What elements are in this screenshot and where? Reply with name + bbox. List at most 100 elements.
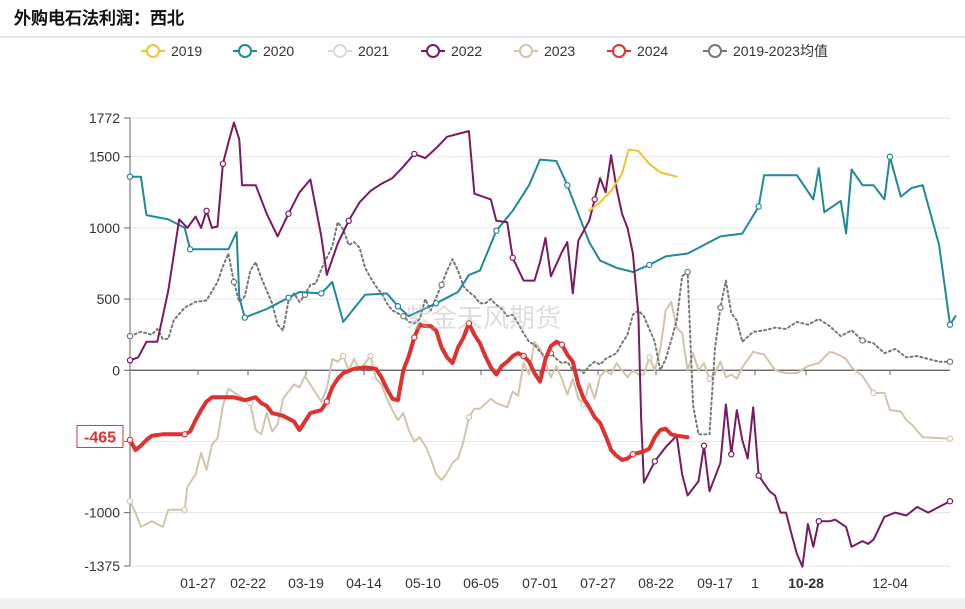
legend-item-2021[interactable]: 2021 <box>328 43 389 59</box>
legend-marker <box>238 44 252 58</box>
legend-item-2022[interactable]: 2022 <box>421 43 482 59</box>
series-marker-2022 <box>815 518 823 525</box>
series-marker-2022 <box>591 196 598 203</box>
legend-item-2020[interactable]: 2020 <box>233 43 294 59</box>
series-marker-2023 <box>706 375 713 382</box>
x-tick-label-highlight: 10-28 <box>788 575 824 591</box>
series-marker-2022 <box>219 160 227 167</box>
series-marker-2023 <box>465 414 473 421</box>
legend-label: 2023 <box>544 43 575 59</box>
series-marker-2020 <box>564 181 571 189</box>
x-axis: 01-27 02-22 03-19 04-14 05-10 06-05 07-01 07-27… <box>180 370 908 591</box>
series-marker-2020 <box>432 300 440 307</box>
y-tick-label: -1375 <box>84 558 120 574</box>
bottom-band <box>0 598 965 609</box>
series-marker-2019-2023均值 <box>400 313 407 320</box>
legend-label: 2024 <box>637 43 668 59</box>
legend-label: 2021 <box>358 43 389 59</box>
y-tick-label: 1500 <box>89 149 120 165</box>
y-tick-label: -1000 <box>84 505 120 521</box>
x-tick-label: 12-04 <box>872 575 908 591</box>
series-marker-2022 <box>509 254 516 261</box>
series-line-2022 <box>129 121 951 568</box>
legend-item-2019[interactable]: 2019 <box>141 43 202 59</box>
series-marker-2020 <box>755 203 762 210</box>
x-tick-label: 04-14 <box>346 575 382 591</box>
x-tick-label: 01-27 <box>180 575 216 591</box>
series-marker-2020 <box>946 321 954 328</box>
series-marker-2022 <box>946 498 954 505</box>
series-marker-2020 <box>241 314 248 321</box>
series-marker-2022 <box>126 357 134 364</box>
series-marker-2023 <box>126 498 134 505</box>
legend-item-2019-2023均值[interactable]: 2019-2023均值 <box>703 43 828 59</box>
series-marker-2020 <box>318 290 325 297</box>
legend-marker <box>708 44 722 58</box>
series-marker-2019-2023均值 <box>126 332 134 340</box>
legend-marker <box>426 44 440 58</box>
series-marker-2022 <box>411 150 418 158</box>
chart-title-group: 外购电石法利润：西北 <box>0 0 965 38</box>
y-tick-label: 500 <box>97 291 121 307</box>
series-marker-2022 <box>728 451 735 458</box>
legend-marker <box>333 44 347 58</box>
x-tick-label: 05-10 <box>405 575 441 591</box>
chart-legend[interactable]: 2019 2020 2021 2022 2023 2024 2019-2023均值 <box>141 43 828 59</box>
y-tick-label: 0 <box>112 362 120 378</box>
series-marker-2023 <box>340 352 347 360</box>
x-tick-label: 1 <box>751 575 759 591</box>
series-marker-2022 <box>285 210 292 217</box>
series-marker-2019-2023均值 <box>438 281 445 288</box>
series-marker-2019-2023均值 <box>684 268 691 276</box>
series-marker-2020 <box>126 173 134 180</box>
x-tick-label: 03-19 <box>288 575 324 591</box>
y-highlight-label: -465 <box>84 429 116 446</box>
chart-series <box>126 121 957 568</box>
series-marker-2020 <box>285 294 292 301</box>
legend-item-2023[interactable]: 2023 <box>514 43 575 59</box>
series-line-2019 <box>588 148 678 212</box>
watermark-text: 紫金天风期货 <box>405 304 561 334</box>
series-marker-2023 <box>367 352 374 360</box>
series-marker-2022 <box>651 458 659 465</box>
chart-grid <box>130 117 950 567</box>
series-marker-2022 <box>755 472 762 479</box>
series-marker-2020 <box>186 246 194 253</box>
legend-marker <box>146 44 160 58</box>
x-tick-label: 08-22 <box>638 575 674 591</box>
series-marker-2023 <box>646 354 653 361</box>
x-tick-label: 07-01 <box>522 575 558 591</box>
legend-item-2024[interactable]: 2024 <box>607 43 668 59</box>
series-marker-2024 <box>181 431 188 438</box>
series-marker-2020 <box>493 227 500 234</box>
series-marker-2019-2023均值 <box>717 304 724 311</box>
legend-marker <box>612 44 626 58</box>
series-marker-2024 <box>411 334 418 341</box>
series-line-2024 <box>128 321 690 462</box>
series-marker-2024 <box>558 341 566 348</box>
legend-label: 2019 <box>171 43 202 59</box>
legend-label: 2020 <box>263 43 294 59</box>
series-marker-2023 <box>181 506 188 513</box>
y-tick-label: 1000 <box>89 220 120 236</box>
series-marker-2020 <box>646 261 653 269</box>
x-tick-label: 09-17 <box>697 575 733 591</box>
series-marker-2022 <box>203 207 210 214</box>
series-marker-2024 <box>126 436 134 444</box>
series-line-2019-2023均值 <box>129 221 951 436</box>
series-marker-2022 <box>700 442 708 449</box>
series-marker-2023 <box>870 389 877 397</box>
series-marker-2024 <box>465 320 473 327</box>
series-marker-2024 <box>323 398 330 405</box>
x-tick-label: 07-27 <box>580 575 616 591</box>
series-marker-2024 <box>520 352 527 360</box>
series-line-2023 <box>129 300 951 528</box>
y-tick-label: 1772 <box>89 110 120 126</box>
series-line-2020 <box>129 155 957 326</box>
series-marker-2019-2023均值 <box>230 278 238 286</box>
chart-title: 外购电石法利润：西北 <box>14 8 184 29</box>
legend-marker <box>519 44 533 58</box>
series-marker-2019-2023均值 <box>946 358 954 365</box>
